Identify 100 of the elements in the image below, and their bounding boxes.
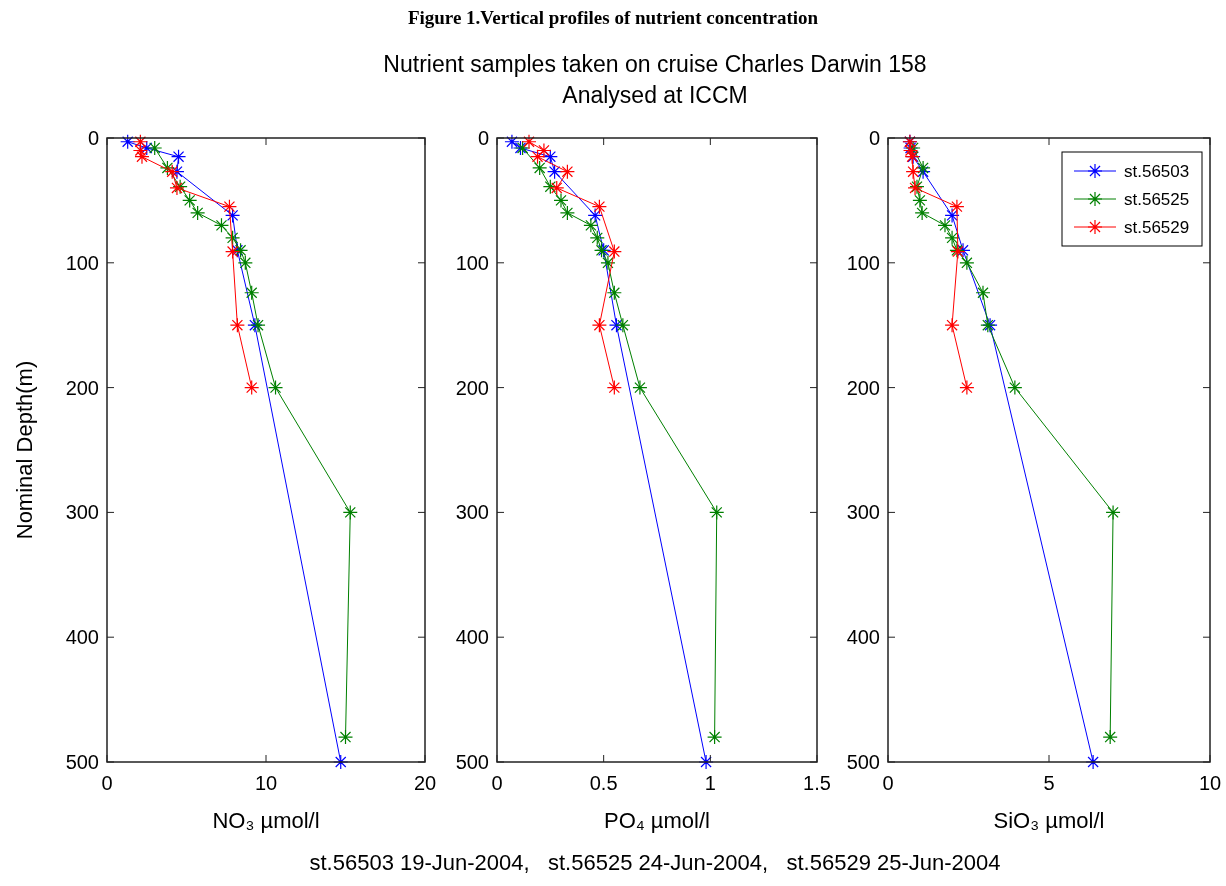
y-tick-label: 400 bbox=[65, 626, 99, 649]
legend-label: st.56529 bbox=[1124, 218, 1190, 237]
point bbox=[132, 134, 148, 150]
x-axis-title: SiO₃ µmol/l bbox=[993, 808, 1105, 833]
y-tick-label: 300 bbox=[455, 501, 489, 524]
point bbox=[244, 380, 260, 396]
point bbox=[504, 134, 520, 150]
point bbox=[587, 207, 603, 223]
point bbox=[915, 164, 931, 180]
point bbox=[342, 504, 358, 520]
point bbox=[542, 179, 558, 195]
y-tick-label: 100 bbox=[846, 251, 880, 274]
point bbox=[120, 134, 136, 150]
point bbox=[914, 205, 930, 221]
point bbox=[905, 164, 921, 180]
y-tick-label: 100 bbox=[65, 251, 99, 274]
x-tick-label: 0.5 bbox=[589, 772, 618, 794]
point bbox=[164, 164, 180, 180]
y-tick-label: 200 bbox=[846, 376, 880, 399]
point bbox=[132, 142, 148, 159]
point bbox=[553, 192, 569, 208]
point bbox=[944, 230, 960, 246]
point bbox=[583, 217, 599, 233]
point bbox=[521, 134, 537, 150]
point bbox=[944, 317, 960, 333]
x-tick-label: 1.5 bbox=[803, 772, 831, 794]
point bbox=[615, 317, 631, 333]
point bbox=[229, 317, 245, 333]
y-tick-label: 400 bbox=[846, 626, 880, 649]
point bbox=[213, 217, 230, 233]
point bbox=[912, 192, 928, 208]
y-tick-label: 100 bbox=[455, 251, 489, 274]
point bbox=[709, 504, 725, 520]
y-tick-label: 0 bbox=[868, 127, 880, 149]
point bbox=[542, 149, 558, 165]
y-tick-label: 200 bbox=[65, 376, 99, 399]
x-axis-title: NO₃ µmol/l bbox=[212, 808, 320, 833]
point bbox=[225, 207, 241, 223]
y-tick-label: 200 bbox=[455, 376, 489, 399]
y-axis-title: Nominal Depth(m) bbox=[12, 360, 37, 540]
y-tick-label: 400 bbox=[455, 626, 489, 649]
point bbox=[937, 217, 953, 233]
x-tick-label: 5 bbox=[1043, 772, 1055, 794]
point bbox=[1105, 504, 1121, 520]
point bbox=[237, 255, 253, 271]
point bbox=[591, 317, 607, 333]
point bbox=[1007, 380, 1023, 396]
point bbox=[225, 230, 241, 246]
x-axis-title: PO₄ µmol/l bbox=[603, 808, 711, 833]
point bbox=[221, 199, 238, 215]
point bbox=[182, 192, 198, 208]
point bbox=[589, 230, 605, 246]
y-tick-label: 500 bbox=[455, 751, 489, 773]
point bbox=[606, 243, 622, 260]
point bbox=[600, 255, 616, 271]
point bbox=[1102, 729, 1118, 745]
point bbox=[333, 754, 349, 770]
x-tick-label: 10 bbox=[254, 772, 278, 794]
point bbox=[559, 205, 575, 221]
legend-label: st.56503 bbox=[1124, 162, 1190, 181]
point bbox=[532, 160, 548, 176]
point bbox=[529, 149, 546, 165]
y-tick-label: 500 bbox=[846, 751, 880, 773]
point bbox=[949, 199, 965, 215]
point bbox=[698, 754, 714, 770]
legend-label: st.56525 bbox=[1124, 190, 1190, 209]
point bbox=[959, 255, 975, 271]
y-tick-label: 0 bbox=[477, 127, 489, 149]
y-tick-label: 0 bbox=[87, 127, 99, 149]
x-tick-label: 10 bbox=[1198, 772, 1222, 794]
text: st.56503 19-Jun-2004, st.56525 24-Jun-2004, st.56529 25-Jun-2004 bbox=[309, 850, 1001, 875]
point bbox=[159, 160, 176, 176]
point bbox=[975, 285, 991, 301]
point bbox=[707, 729, 723, 745]
point bbox=[559, 164, 575, 180]
point bbox=[915, 160, 931, 176]
point bbox=[232, 242, 249, 258]
y-tick-label: 500 bbox=[65, 751, 99, 773]
x-tick-label: 0 bbox=[491, 772, 503, 794]
x-tick-label: 20 bbox=[413, 772, 437, 794]
point bbox=[134, 149, 150, 165]
y-tick-label: 300 bbox=[65, 501, 99, 524]
point bbox=[944, 207, 960, 223]
point bbox=[244, 285, 260, 301]
point bbox=[267, 380, 284, 396]
x-tick-label: 0 bbox=[101, 772, 113, 794]
point bbox=[591, 199, 607, 215]
point bbox=[536, 142, 552, 159]
point bbox=[170, 149, 187, 165]
chart-subtitle: Nutrient samples taken on cruise Charles Darwin 158 Analysed at ICCM bbox=[383, 51, 927, 108]
point bbox=[606, 285, 622, 301]
point bbox=[337, 729, 354, 745]
point bbox=[1085, 754, 1101, 770]
point bbox=[190, 205, 206, 221]
x-tick-label: 1 bbox=[704, 772, 716, 794]
chart-title: Figure 1.Vertical profiles of nutrient concentration bbox=[407, 7, 819, 28]
x-tick-label: 0 bbox=[882, 772, 894, 794]
point bbox=[547, 164, 563, 180]
point bbox=[959, 380, 975, 396]
point bbox=[549, 180, 565, 196]
